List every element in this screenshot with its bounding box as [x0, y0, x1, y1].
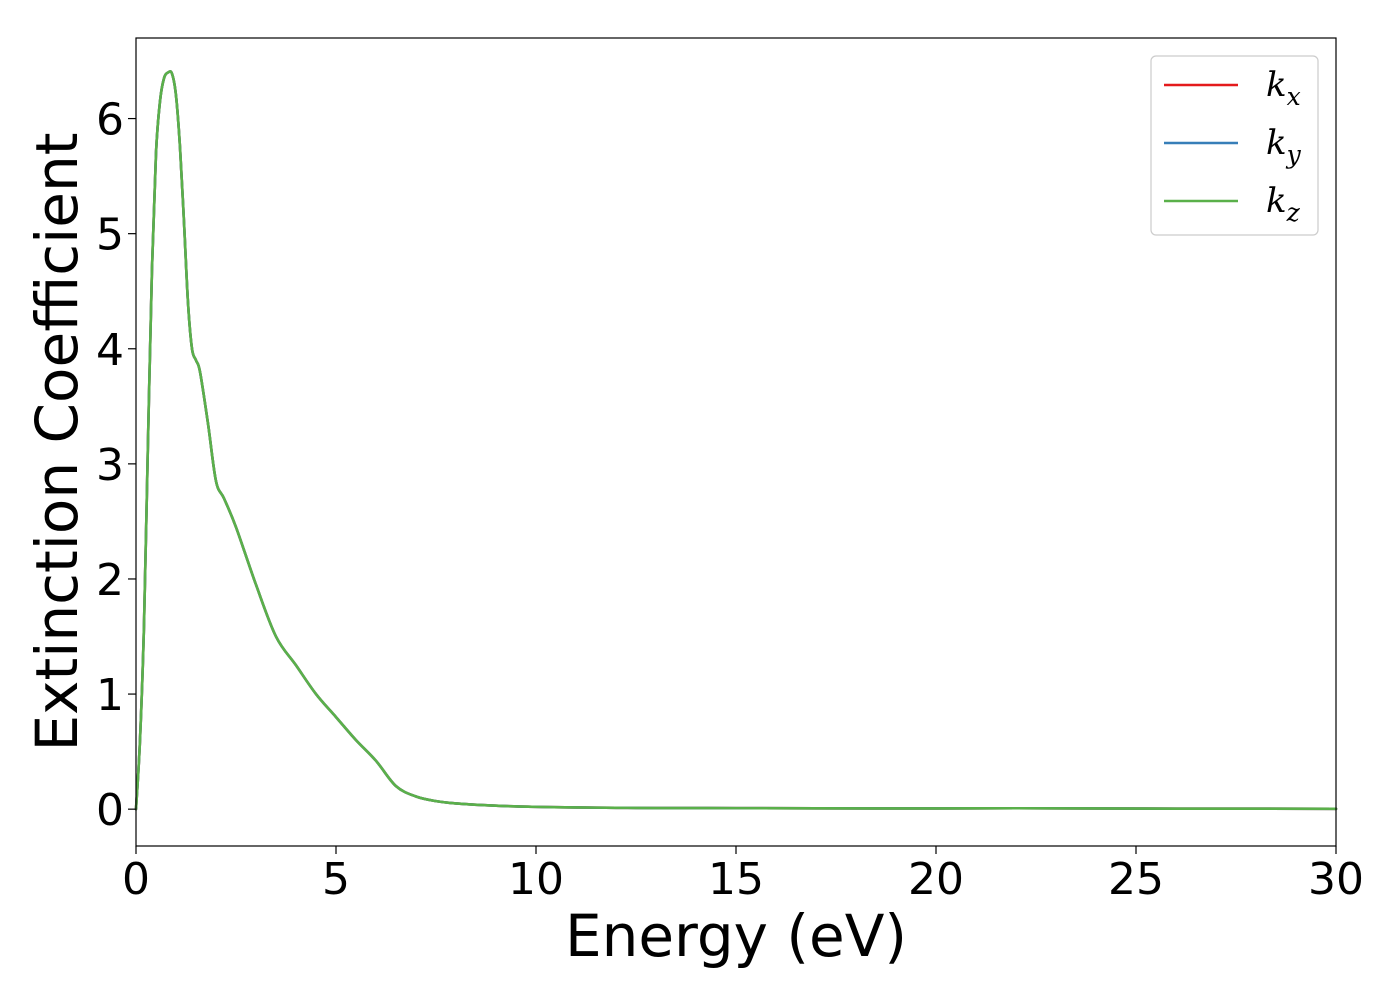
- series-layer: [134, 70, 1338, 811]
- x-axis-title: Energy (eV): [565, 902, 907, 970]
- x-tick-label: 20: [908, 854, 964, 905]
- x-axis-ticks: 0 5 10 15 20 25 30: [122, 846, 1364, 905]
- y-tick-label: 5: [96, 210, 124, 261]
- x-tick-label: 15: [708, 854, 764, 905]
- x-tick-label: 25: [1108, 854, 1164, 905]
- legend-entries: kx ky kz: [1164, 65, 1302, 227]
- legend-label-x: kx: [1266, 65, 1301, 111]
- y-tick-label: 0: [96, 785, 124, 836]
- legend-label-y: ky: [1266, 123, 1302, 169]
- x-tick-label: 30: [1308, 854, 1364, 905]
- y-tick-label: 6: [96, 95, 124, 146]
- legend-box: [1150, 55, 1319, 236]
- series-line-z: [134, 70, 1338, 811]
- y-tick-label: 4: [96, 325, 124, 376]
- y-axis-ticks: 0 1 2 3 4 5 6: [96, 95, 136, 836]
- y-tick-label: 2: [96, 555, 124, 606]
- legend: kx ky kz: [1150, 55, 1319, 236]
- legend-label-z: kz: [1266, 181, 1301, 227]
- y-tick-label: 1: [96, 670, 124, 721]
- x-tick-label: 5: [322, 854, 350, 905]
- x-tick-label: 10: [508, 854, 564, 905]
- plot-background: [136, 38, 1336, 846]
- y-axis-title: Extinction Coefficient: [23, 133, 91, 752]
- x-tick-label: 0: [122, 854, 150, 905]
- y-tick-label: 3: [96, 440, 124, 491]
